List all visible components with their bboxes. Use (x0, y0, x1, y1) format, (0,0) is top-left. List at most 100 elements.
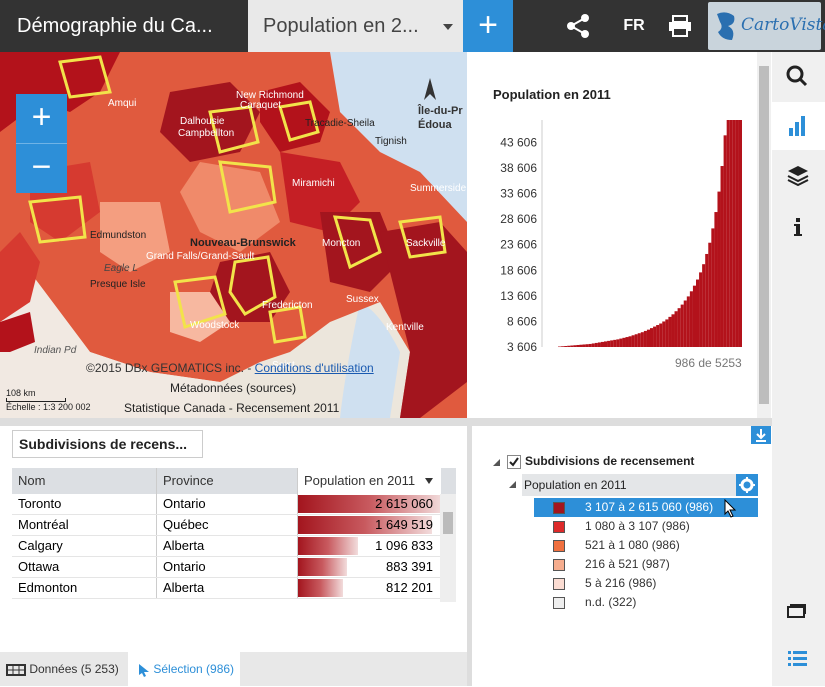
datasets-button[interactable] (772, 586, 825, 634)
chart-bar[interactable] (616, 339, 620, 347)
chart-bar[interactable] (628, 336, 632, 347)
legend-class-item[interactable]: 5 à 216 (986) (534, 574, 758, 593)
table-scrollbar[interactable] (440, 494, 456, 602)
chart-bar[interactable] (717, 191, 721, 347)
chart-bar[interactable] (643, 330, 647, 347)
layer-select-dropdown[interactable]: Population en 2... (248, 0, 463, 52)
chart-scroll-thumb[interactable] (759, 66, 769, 404)
bar-chart[interactable]: 3 606 8 606 13 606 18 606 23 606 28 606 33 606… (472, 52, 772, 418)
chart-bar[interactable] (723, 135, 727, 347)
chart-bar[interactable] (696, 279, 700, 347)
chart-bar[interactable] (579, 344, 583, 347)
terms-link[interactable]: Conditions d'utilisation (254, 361, 374, 375)
chart-bar[interactable] (708, 242, 712, 347)
chart-bar[interactable] (686, 296, 690, 347)
language-button[interactable]: FR (623, 17, 645, 34)
legend-class-item[interactable]: n.d. (322) (534, 593, 758, 612)
chart-bar[interactable] (600, 341, 604, 347)
chart-bar[interactable] (680, 304, 684, 347)
print-icon[interactable] (668, 15, 692, 37)
chart-bar[interactable] (585, 344, 589, 347)
chart-bar[interactable] (610, 340, 614, 347)
chart-bar[interactable] (705, 253, 709, 347)
chart-bar[interactable] (631, 335, 635, 347)
chart-bar[interactable] (619, 338, 623, 347)
chart-bar[interactable] (662, 321, 666, 347)
chart-bar[interactable] (604, 341, 608, 347)
map-view[interactable]: Île-du-Pr Édoua Amqui Dalhousie Campbell… (0, 52, 467, 418)
chart-bar[interactable] (634, 334, 638, 347)
chart-bar[interactable] (594, 342, 598, 347)
chart-bar[interactable] (702, 264, 706, 347)
table-row[interactable]: Calgary Alberta 1 096 833 (12, 536, 456, 557)
chart-bar[interactable] (567, 345, 571, 347)
chart-bar[interactable] (558, 346, 562, 348)
horizontal-splitter[interactable] (0, 418, 772, 426)
tab-data[interactable]: Données (5 253) (6, 652, 119, 686)
chart-bar[interactable] (659, 323, 663, 347)
chart-bar[interactable] (677, 308, 681, 347)
chart-bar[interactable] (564, 346, 568, 347)
chart-bar[interactable] (607, 340, 611, 347)
chart-bar[interactable] (689, 291, 693, 347)
chart-bar[interactable] (671, 314, 675, 347)
layer-name-field[interactable]: Subdivisions de recens... (12, 430, 203, 458)
chart-scrollbar[interactable] (757, 52, 771, 418)
chart-bar[interactable] (683, 300, 687, 348)
chart-bar[interactable] (720, 166, 724, 347)
expand-theme-icon[interactable] (509, 481, 517, 489)
chart-bar[interactable] (576, 344, 580, 347)
metadata-link[interactable]: Métadonnées (sources) (170, 381, 297, 395)
legend-button[interactable] (772, 634, 825, 682)
chart-bar[interactable] (622, 337, 626, 347)
layer-visibility-checkbox[interactable] (507, 455, 521, 469)
vertical-splitter[interactable] (467, 418, 472, 686)
layers-button[interactable] (772, 152, 825, 200)
chart-bar[interactable] (714, 212, 718, 347)
column-header-name[interactable]: Nom (18, 473, 46, 488)
column-header-population[interactable]: Population en 2011 (297, 468, 441, 494)
table-row[interactable]: Ottawa Ontario 883 391 (12, 557, 456, 578)
info-button[interactable] (772, 202, 825, 250)
chart-bar[interactable] (625, 337, 629, 347)
map-canvas[interactable]: Île-du-Pr Édoua Amqui Dalhousie Campbell… (0, 52, 467, 418)
search-button[interactable] (772, 52, 825, 100)
legend-class-item[interactable]: 1 080 à 3 107 (986) (534, 517, 758, 536)
chart-bar[interactable] (656, 325, 660, 347)
download-button[interactable] (751, 426, 771, 444)
table-scroll-thumb[interactable] (443, 512, 453, 534)
table-row[interactable]: Montréal Québec 1 649 519 (12, 515, 456, 536)
zoom-in-button[interactable]: + (31, 98, 52, 136)
chart-bar[interactable] (637, 333, 641, 347)
chart-bar[interactable] (735, 120, 739, 347)
tab-selection[interactable]: Sélection (986) (128, 652, 240, 686)
chart-bar[interactable] (665, 319, 669, 347)
column-header-province[interactable]: Province (156, 468, 296, 494)
chart-bar[interactable] (732, 120, 736, 347)
chart-bar[interactable] (653, 326, 657, 347)
chart-bar[interactable] (613, 339, 617, 347)
chart-button[interactable] (772, 102, 825, 150)
expand-layer-icon[interactable] (493, 459, 501, 467)
chart-bar[interactable] (588, 343, 592, 347)
legend-class-item[interactable]: 216 à 521 (987) (534, 555, 758, 574)
chart-bar[interactable] (573, 345, 577, 347)
chart-bar[interactable] (729, 120, 733, 347)
chart-bar[interactable] (591, 343, 595, 347)
chart-bar[interactable] (582, 344, 586, 347)
chart-bar[interactable] (726, 120, 730, 347)
zoom-out-button[interactable]: − (31, 148, 52, 186)
chart-bar[interactable] (711, 228, 715, 347)
chart-bar[interactable] (699, 272, 703, 347)
legend-class-item[interactable]: 3 107 à 2 615 060 (986) (534, 498, 758, 517)
chart-bar[interactable] (650, 328, 654, 347)
add-layer-button[interactable]: + (463, 0, 513, 52)
theme-settings-button[interactable] (736, 474, 758, 496)
legend-class-item[interactable]: 521 à 1 080 (986) (534, 536, 758, 555)
chart-bar[interactable] (561, 346, 565, 347)
chart-bar[interactable] (646, 329, 650, 347)
share-icon[interactable] (565, 14, 591, 38)
chart-bar[interactable] (674, 311, 678, 347)
table-row[interactable]: Toronto Ontario 2 615 060 (12, 494, 456, 515)
table-row[interactable]: Edmonton Alberta 812 201 (12, 578, 456, 599)
